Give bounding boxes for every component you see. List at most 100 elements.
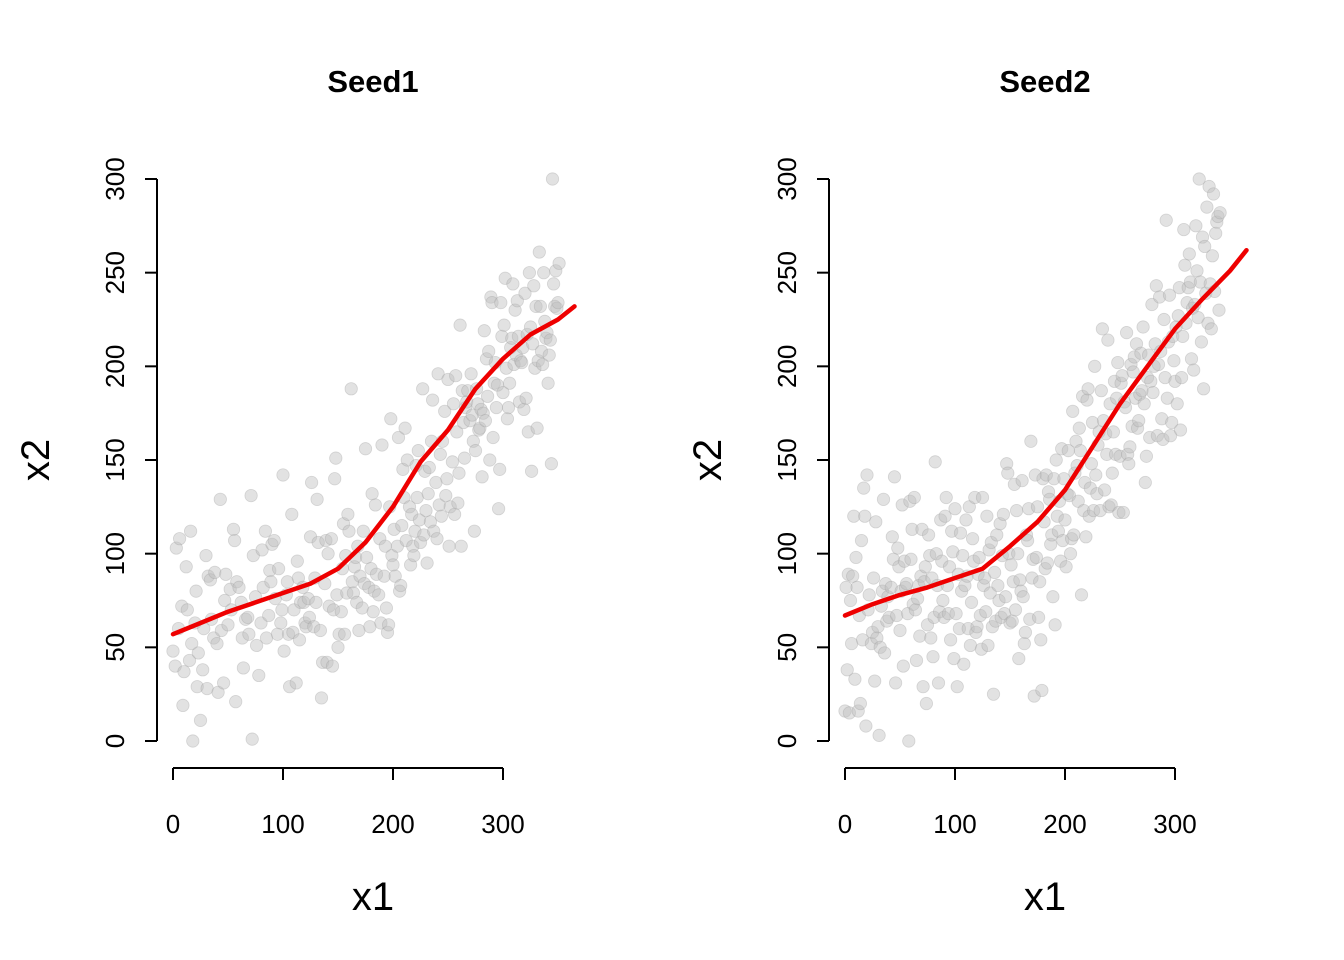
data-point [956, 548, 970, 563]
data-point [358, 442, 373, 456]
data-point [410, 490, 424, 505]
data-point [497, 318, 511, 332]
data-point [928, 455, 942, 469]
data-point [1123, 440, 1137, 454]
data-point [853, 696, 868, 711]
data-point [1088, 359, 1102, 373]
data-point [1143, 430, 1157, 445]
data-point [364, 562, 378, 576]
data-point [1090, 487, 1104, 501]
data-point [1083, 481, 1097, 495]
data-point [452, 466, 466, 480]
data-point [920, 618, 935, 632]
y-tick-label: 50 [772, 633, 802, 662]
data-point [890, 608, 904, 623]
data-point [180, 603, 194, 617]
data-point [1195, 230, 1210, 244]
data-point [868, 674, 882, 688]
data-point [177, 665, 191, 679]
data-point [963, 638, 978, 653]
data-point [993, 517, 1007, 531]
data-point [471, 397, 485, 411]
y-tick-label: 0 [100, 734, 130, 748]
data-point [218, 593, 232, 608]
data-point [267, 533, 281, 548]
data-point [487, 376, 501, 390]
data-point [886, 552, 901, 566]
x-tick-label: 200 [371, 809, 414, 839]
data-point [512, 395, 527, 409]
data-point [467, 524, 481, 538]
data-point [1030, 500, 1045, 514]
data-point [465, 408, 479, 422]
data-point [1008, 603, 1023, 617]
data-point [1112, 505, 1126, 520]
data-point [904, 552, 918, 566]
data-point [450, 425, 464, 439]
data-point [1100, 447, 1114, 461]
data-point [550, 301, 564, 315]
x-tick-label: 100 [261, 809, 304, 839]
data-point [1204, 322, 1218, 336]
data-point [544, 457, 559, 471]
data-point [879, 577, 893, 591]
data-point [446, 397, 461, 411]
data-point [262, 608, 276, 623]
x-tick-label: 300 [1153, 809, 1196, 839]
data-point [938, 509, 952, 523]
data-point [454, 539, 468, 553]
data-point [943, 633, 958, 647]
data-point [1084, 457, 1099, 471]
data-point [1078, 475, 1092, 490]
data-point [1127, 350, 1141, 364]
data-point [476, 406, 490, 420]
data-point [946, 545, 960, 559]
data-point [377, 569, 391, 583]
data-point [412, 513, 426, 527]
data-point [1035, 683, 1049, 698]
data-point [337, 627, 352, 641]
data-point [978, 571, 992, 585]
data-point [974, 642, 989, 656]
data-point [407, 548, 421, 563]
data-point [546, 277, 561, 291]
data-point [203, 573, 217, 587]
data-point [457, 451, 472, 465]
data-point [1202, 179, 1216, 194]
data-point [440, 472, 454, 486]
data-point [168, 659, 182, 673]
data-point [1059, 560, 1073, 574]
y-axis-label: x2 [686, 439, 730, 481]
data-point [475, 470, 489, 484]
data-point [1162, 288, 1177, 302]
data-point [973, 608, 987, 623]
data-point [986, 687, 1001, 701]
data-point [314, 691, 329, 705]
data-point [417, 528, 431, 542]
data-point [244, 488, 258, 503]
data-point [352, 623, 366, 638]
data-point [532, 245, 546, 259]
data-point [1081, 382, 1095, 396]
data-point [1211, 209, 1225, 224]
data-point [373, 532, 387, 546]
data-point [522, 266, 537, 280]
data-point [892, 560, 906, 574]
data-point [1024, 434, 1038, 448]
data-point [1144, 374, 1158, 388]
data-point [1085, 415, 1100, 430]
data-point [264, 575, 278, 589]
data-point [1016, 590, 1030, 604]
data-point [518, 286, 532, 300]
data-point [173, 532, 187, 546]
y-tick-label: 300 [772, 157, 802, 200]
data-point [839, 580, 853, 594]
data-point [1137, 397, 1151, 411]
data-point [275, 603, 289, 617]
data-point [865, 625, 880, 639]
x-axis-label: x1 [352, 875, 394, 919]
data-point [949, 607, 963, 621]
data-point [531, 354, 545, 368]
data-point [242, 627, 256, 641]
data-point [1168, 374, 1182, 388]
